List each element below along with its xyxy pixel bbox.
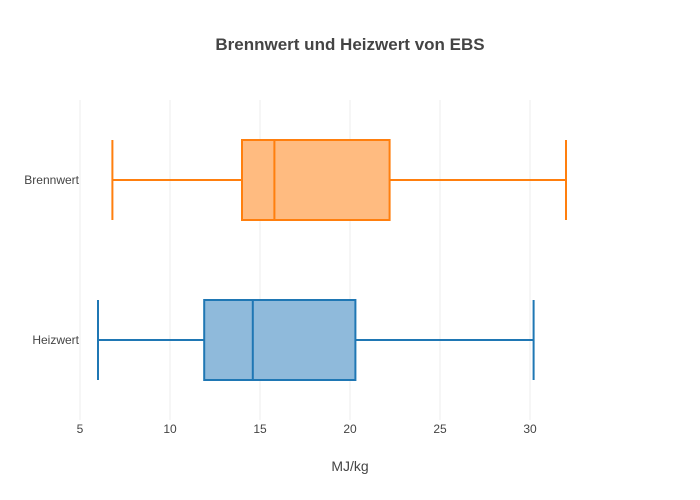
iqr-box-heizwert	[203, 299, 357, 381]
x-tick-label-25: 25	[433, 422, 447, 436]
x-tick-label-5: 5	[77, 422, 84, 436]
y-tick-label-brennwert: Brennwert	[24, 173, 79, 187]
x-axis-ticks: 5 10 15 20 25 30	[77, 422, 537, 436]
box-brennwert	[111, 139, 567, 221]
box-heizwert	[97, 299, 535, 381]
x-tick-label-20: 20	[343, 422, 357, 436]
chart-title: Brennwert und Heizwert von EBS	[215, 35, 484, 54]
x-tick-label-10: 10	[163, 422, 177, 436]
x-tick-label-15: 15	[253, 422, 267, 436]
iqr-box-brennwert	[241, 139, 391, 221]
x-axis-label: MJ/kg	[331, 458, 368, 474]
y-axis-labels: Brennwert Heizwert	[24, 173, 79, 347]
x-tick-label-30: 30	[523, 422, 537, 436]
box-series	[97, 139, 567, 381]
y-tick-label-heizwert: Heizwert	[32, 333, 79, 347]
